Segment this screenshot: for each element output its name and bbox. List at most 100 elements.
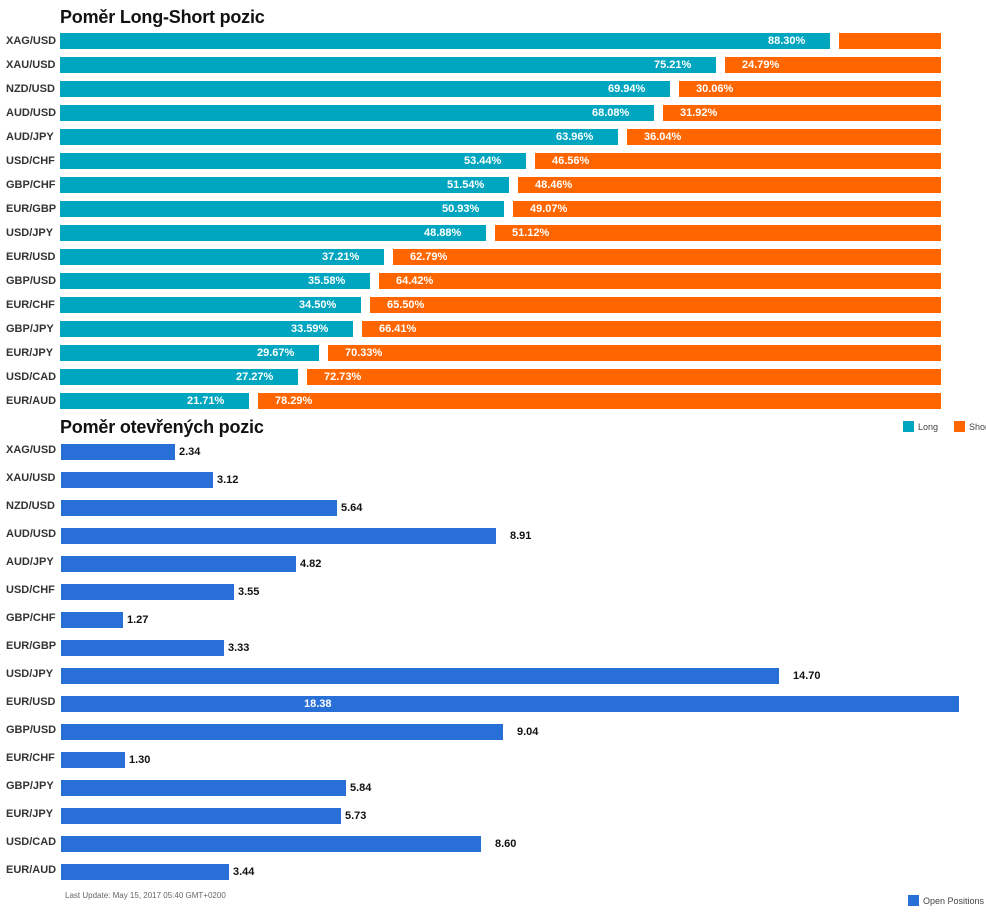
category-label: GBP/JPY (6, 780, 54, 792)
data-label-long: 37.21% (322, 251, 360, 263)
category-label: GBP/JPY (6, 323, 54, 335)
legend-swatch-open (908, 895, 919, 906)
bar-short (725, 57, 941, 73)
bar-short (370, 297, 941, 313)
bar-open-positions (61, 612, 123, 628)
category-label: AUD/JPY (6, 131, 54, 143)
bar-long (60, 153, 526, 169)
data-label-long: 51.54% (447, 179, 485, 191)
bar-long (60, 297, 361, 313)
data-label-long: 88.30% (768, 35, 806, 47)
bar-short (518, 177, 941, 193)
category-label: USD/JPY (6, 668, 54, 680)
bar-open-positions (61, 696, 959, 712)
data-label-long: 34.50% (299, 299, 337, 311)
data-label-open: 14.70 (793, 670, 821, 682)
category-label: EUR/JPY (6, 808, 54, 820)
bar-long (60, 129, 618, 145)
category-label: NZD/USD (6, 83, 55, 95)
category-label: XAU/USD (6, 472, 56, 484)
category-label: EUR/CHF (6, 752, 55, 764)
category-label: AUD/USD (6, 528, 57, 540)
bar-open-positions (61, 780, 346, 796)
bar-long (60, 177, 509, 193)
category-label: XAG/USD (6, 444, 57, 456)
category-label: NZD/USD (6, 500, 55, 512)
bar-short (495, 225, 941, 241)
data-label-open: 3.44 (233, 866, 255, 878)
legend-label-short: Short (969, 421, 986, 432)
data-label-open: 1.27 (127, 614, 149, 626)
bar-open-positions (61, 836, 481, 852)
legend-label-open: Open Positions (923, 895, 985, 906)
bar-open-positions (61, 640, 224, 656)
category-label: EUR/GBP (6, 640, 57, 652)
category-label: XAG/USD (6, 35, 57, 47)
legend-swatch-long (903, 421, 914, 432)
data-label-long: 27.27% (236, 371, 274, 383)
data-label-long: 33.59% (291, 323, 329, 335)
category-label: AUD/JPY (6, 556, 54, 568)
data-label-short: 30.06% (696, 83, 734, 95)
data-label-open: 2.34 (179, 446, 201, 458)
bar-long (60, 81, 670, 97)
open-positions-chart-title: Poměr otevřených pozic (60, 417, 264, 437)
bar-long (60, 105, 654, 121)
data-label-open: 4.82 (300, 558, 322, 570)
data-label-long: 48.88% (424, 227, 462, 239)
data-label-short: 24.79% (742, 59, 780, 71)
data-label-short: 70.33% (345, 347, 383, 359)
category-label: EUR/AUD (6, 864, 57, 876)
category-label: XAU/USD (6, 59, 56, 71)
data-label-long: 75.21% (654, 59, 692, 71)
bar-open-positions (61, 864, 229, 880)
category-label: EUR/AUD (6, 395, 57, 407)
category-label: AUD/USD (6, 107, 57, 119)
data-label-open: 3.12 (217, 474, 239, 486)
data-label-long: 68.08% (592, 107, 630, 119)
bar-long (60, 393, 249, 409)
bar-long (60, 225, 486, 241)
bar-long (60, 345, 319, 361)
bar-short (535, 153, 941, 169)
data-label-open: 3.33 (228, 642, 250, 654)
bar-open-positions (61, 752, 125, 768)
data-label-open: 3.55 (238, 586, 260, 598)
bar-open-positions (61, 584, 234, 600)
bar-open-positions (61, 724, 503, 740)
category-label: USD/CHF (6, 155, 55, 167)
data-label-open: 9.04 (517, 726, 539, 738)
bar-open-positions (61, 668, 779, 684)
category-label: EUR/GBP (6, 203, 57, 215)
bar-open-positions (61, 472, 213, 488)
category-label: GBP/USD (6, 275, 57, 287)
data-label-long: 29.67% (257, 347, 295, 359)
category-label: GBP/CHF (6, 612, 56, 624)
long-short-chart-title: Poměr Long-Short pozic (60, 7, 265, 27)
category-label: GBP/CHF (6, 179, 56, 191)
data-label-short: 51.12% (512, 227, 550, 239)
bar-long (60, 369, 298, 385)
bar-open-positions (61, 808, 341, 824)
data-label-short: 31.92% (680, 107, 718, 119)
bar-short (627, 129, 941, 145)
category-label: EUR/USD (6, 251, 56, 263)
bar-open-positions (61, 500, 337, 516)
category-label: EUR/USD (6, 696, 56, 708)
bar-short (362, 321, 941, 337)
data-label-short: 72.73% (324, 371, 362, 383)
data-label-long: 53.44% (464, 155, 502, 167)
long-short-legend: Long Short (903, 421, 986, 432)
bar-short (663, 105, 941, 121)
data-label-open: 18.38 (304, 698, 332, 710)
bar-short (328, 345, 941, 361)
data-label-short: 62.79% (410, 251, 448, 263)
data-label-short: 36.04% (644, 131, 682, 143)
data-label-short: 49.07% (530, 203, 568, 215)
data-label-short: 78.29% (275, 395, 313, 407)
category-label: EUR/CHF (6, 299, 55, 311)
data-label-long: 21.71% (187, 395, 225, 407)
legend-swatch-short (954, 421, 966, 432)
category-label: USD/CAD (6, 836, 57, 848)
bar-open-positions (61, 556, 296, 572)
